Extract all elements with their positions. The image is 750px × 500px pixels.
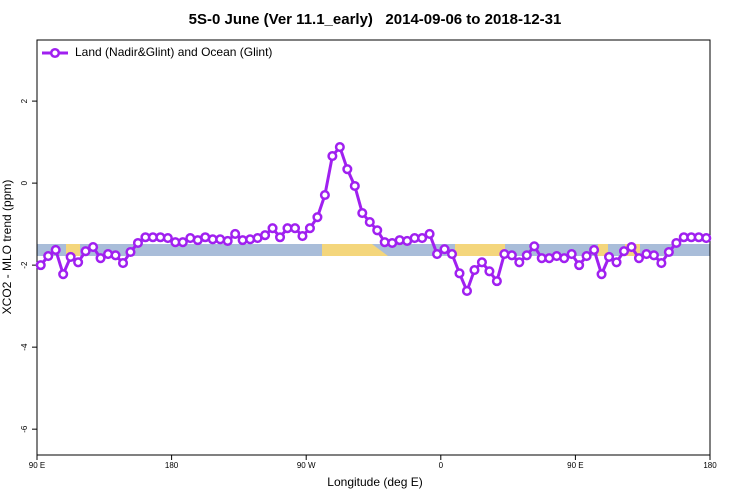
x-tick-label: 0 [439, 461, 444, 470]
data-point [581, 251, 592, 262]
data-point [446, 249, 458, 260]
x-axis-label: Longitude (deg E) [327, 475, 422, 489]
data-point [626, 242, 637, 253]
data-point [432, 249, 443, 260]
data-point [506, 250, 517, 261]
data-point [476, 257, 487, 268]
data-point [469, 265, 480, 276]
data-point [117, 258, 129, 269]
data-point [604, 251, 615, 262]
data-point [110, 250, 121, 261]
data-point [230, 228, 241, 240]
data-point [633, 253, 645, 264]
data-point [574, 260, 585, 271]
data-point [65, 251, 76, 262]
data-point [327, 151, 338, 162]
y-tick-label: -6 [20, 425, 29, 433]
data-point [701, 233, 712, 244]
data-point [177, 237, 188, 248]
data-point [162, 233, 173, 244]
data-point [297, 230, 308, 242]
chart-title: 5S-0 June (Ver 11.1_early) 2014-09-06 to… [189, 11, 562, 28]
data-point [50, 244, 61, 256]
data-point [342, 164, 353, 175]
data-point [454, 268, 465, 279]
data-point [618, 246, 630, 257]
data-point [424, 228, 435, 240]
data-point [35, 260, 46, 271]
data-point [529, 241, 540, 252]
x-tick-label: 180 [703, 461, 717, 470]
data-point [80, 246, 91, 257]
data-point [611, 257, 622, 268]
data-point [260, 230, 271, 241]
data-point [596, 269, 607, 280]
y-axis-label: XCO2 - MLO trend (ppm) [0, 180, 14, 315]
data-point [559, 253, 570, 264]
data-point [491, 276, 502, 287]
data-point [589, 244, 600, 256]
data-point [656, 258, 667, 269]
data-point [372, 225, 383, 236]
data-point [304, 223, 315, 234]
data-point [289, 223, 301, 234]
plot-frame [36, 39, 711, 456]
data-point [648, 250, 659, 261]
data-point [274, 232, 286, 243]
data-point [43, 251, 54, 262]
data-point [222, 235, 233, 246]
data-point [417, 233, 428, 244]
data-point [125, 246, 136, 258]
data-point [349, 180, 360, 192]
data-point [439, 244, 450, 255]
data-point [364, 217, 375, 228]
data-point [357, 208, 368, 219]
land-patch [598, 244, 608, 256]
legend-marker [49, 47, 61, 59]
legend-label: Land (Nadir&Glint) and Ocean (Glint) [75, 45, 272, 59]
y-tick-label: 0 [20, 180, 29, 185]
data-point [671, 237, 682, 249]
y-tick-label: -2 [20, 261, 29, 269]
y-tick-label: -4 [20, 343, 29, 351]
data-point [663, 246, 674, 258]
data-point [514, 257, 525, 268]
x-tick-label: 90 E [29, 461, 45, 470]
y-tick-label: 2 [20, 98, 29, 103]
x-tick-label: 180 [165, 461, 179, 470]
data-point [312, 212, 323, 223]
data-point [521, 250, 532, 261]
data-point [95, 253, 106, 264]
data-point [267, 223, 278, 234]
surface-band [37, 244, 710, 256]
x-tick-label: 90 E [567, 461, 583, 470]
data-point [319, 189, 330, 201]
data-point [88, 242, 99, 253]
data-point [484, 266, 495, 277]
data-point [58, 269, 69, 280]
land-patch [455, 244, 505, 256]
data-point [334, 141, 345, 153]
x-tick-label: 90 W [297, 461, 316, 470]
data-point [461, 285, 473, 297]
data-point [566, 249, 577, 260]
land-patch [322, 244, 388, 256]
data-point [73, 257, 84, 268]
data-point [132, 237, 143, 249]
